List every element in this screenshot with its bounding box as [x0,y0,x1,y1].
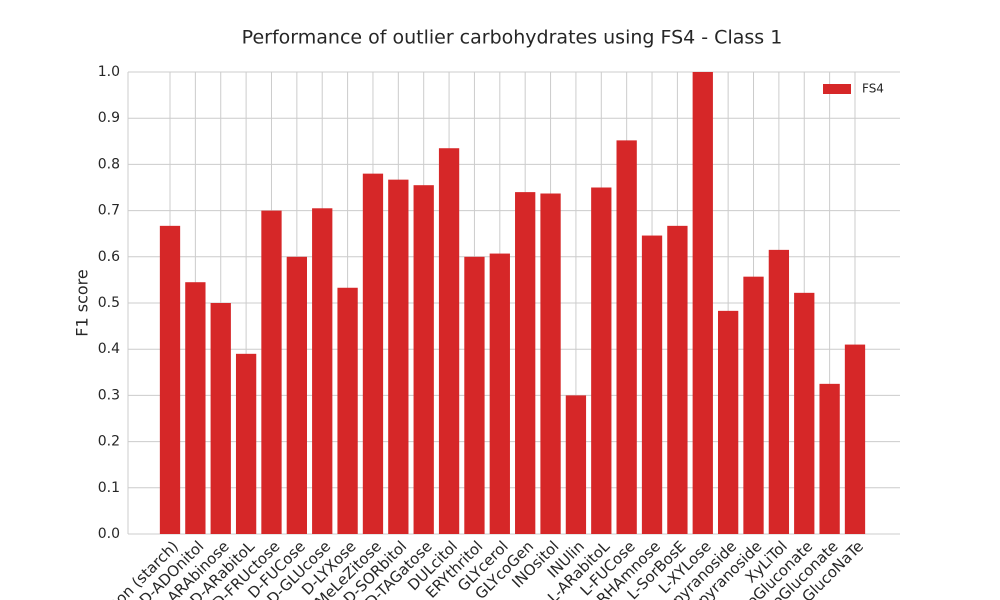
chart-title: Performance of outlier carbohydrates usi… [242,27,783,49]
y-tick-label: 0.9 [98,110,120,126]
bar [286,256,307,534]
bar [235,353,257,534]
bar [159,225,181,534]
y-tick-label: 0.8 [98,156,120,172]
bar [185,282,206,534]
bar [540,193,561,535]
bar [844,344,866,534]
bar [362,173,384,534]
y-axis-label: F1 score [73,269,92,336]
legend-label: FS4 [862,82,884,96]
y-tick-label: 0.6 [98,249,120,265]
legend-swatch [823,84,851,94]
bar [692,72,713,534]
bar [489,253,510,535]
bar [743,276,764,534]
bar [515,192,536,534]
bar [667,225,688,534]
y-tick-label: 0.1 [98,480,120,496]
y-tick-label: 0.3 [98,387,120,403]
bar [413,185,434,534]
bar [438,148,460,535]
y-tick-label: 0.4 [98,341,120,357]
bar [388,179,409,534]
bar [768,249,790,534]
bar [337,287,358,534]
y-tick-label: 0.5 [98,295,120,311]
bar [565,395,587,534]
bar [312,208,333,535]
y-tick-label: 0.7 [98,203,120,219]
bar [591,187,612,534]
bar [794,292,815,534]
bar [464,256,485,534]
y-tick-label: 0.2 [98,434,120,450]
y-tick-label: 0.0 [98,526,120,542]
bar [616,140,637,534]
bar [641,235,663,534]
bar [819,383,840,534]
bar [210,303,231,534]
bar [261,210,282,534]
y-tick-label: 1.0 [98,64,120,80]
bar [717,310,739,534]
